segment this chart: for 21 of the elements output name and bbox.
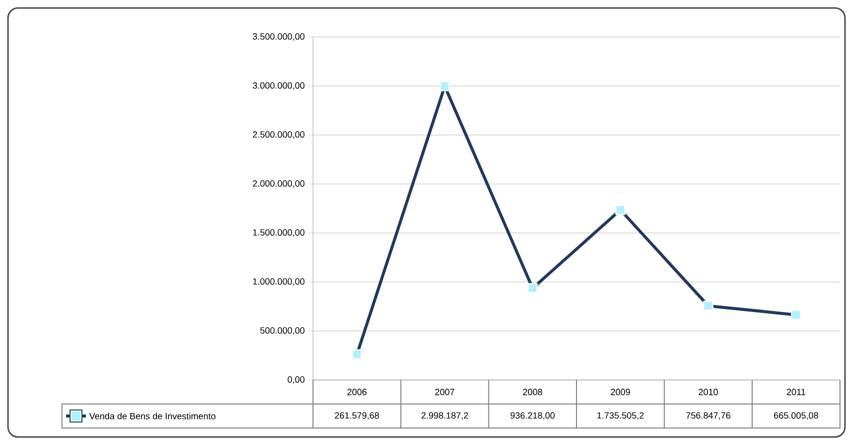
data-label: 2.998.187,2 [422, 412, 468, 420]
data-label: 1.735.505,2 [597, 412, 644, 420]
x-tick-label: 2011 [786, 388, 806, 396]
x-tick-label: 2010 [698, 388, 718, 396]
data-label: 756.847,76 [686, 412, 730, 420]
x-tick-label: 2006 [347, 388, 366, 396]
y-tick-label: 1.000.000,00 [253, 278, 304, 286]
y-tick-label: 3.500.000,00 [252, 33, 304, 41]
y-tick-label: 3.000.000,00 [252, 82, 304, 90]
y-tick-label: 0,00 [288, 376, 304, 384]
data-label: 261.579,68 [334, 412, 379, 420]
y-tick-label: 2.500.000,00 [252, 131, 304, 139]
y-tick-label: 1.500.000,00 [253, 229, 304, 237]
x-tick-label: 2008 [523, 388, 542, 396]
data-label: 936.218,00 [510, 412, 555, 420]
y-tick-label: 500.000,00 [260, 327, 304, 335]
legend-label: Venda de Bens de Investimento [89, 412, 216, 420]
y-tick-label: 2.000.000,00 [252, 180, 304, 188]
data-label: 665.005,08 [774, 412, 818, 420]
x-tick-label: 2009 [610, 388, 630, 396]
x-tick-label: 2007 [435, 388, 454, 396]
